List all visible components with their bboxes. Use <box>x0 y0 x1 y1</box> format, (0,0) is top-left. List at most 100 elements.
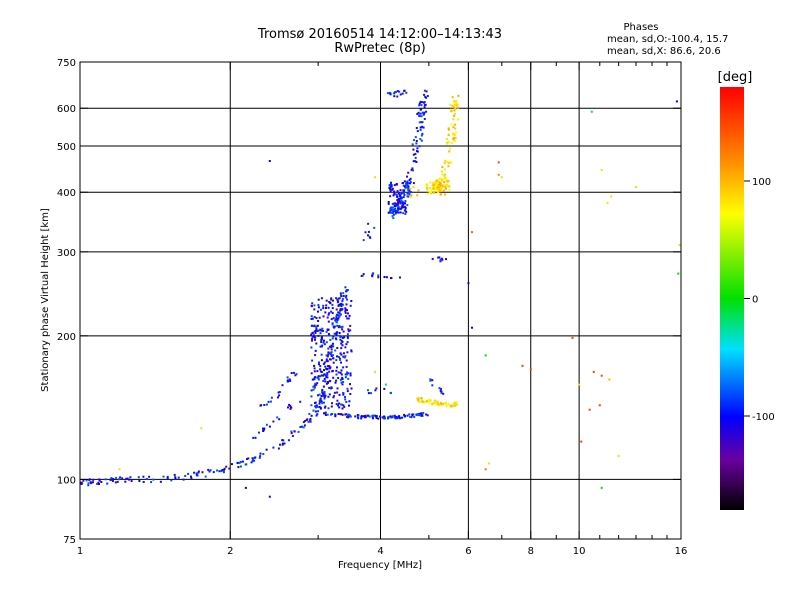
data-point <box>455 131 458 134</box>
phases-title: Phases <box>623 22 658 33</box>
data-point <box>314 386 316 389</box>
data-point <box>332 376 335 379</box>
data-point <box>170 479 173 482</box>
data-point <box>408 188 410 190</box>
data-point <box>310 414 313 417</box>
data-point <box>325 330 328 333</box>
data-point <box>109 478 112 481</box>
data-point <box>334 349 337 352</box>
data-point <box>322 379 325 382</box>
data-point <box>444 185 447 188</box>
data-point <box>403 191 405 194</box>
data-point <box>187 472 190 475</box>
data-point <box>268 425 271 428</box>
data-point <box>418 400 421 403</box>
data-point <box>357 417 360 420</box>
data-point <box>346 333 349 336</box>
data-point <box>344 307 347 310</box>
data-point <box>412 182 415 185</box>
data-point <box>401 204 404 207</box>
data-point <box>323 412 325 415</box>
data-point <box>377 274 380 277</box>
data-point <box>322 341 325 344</box>
data-point <box>411 413 414 416</box>
data-point <box>390 184 393 186</box>
data-point <box>326 413 329 416</box>
data-point <box>98 483 100 485</box>
data-point <box>371 275 374 278</box>
data-point <box>319 308 322 311</box>
data-point <box>364 415 367 417</box>
data-point <box>313 316 316 318</box>
data-point <box>289 407 292 410</box>
data-point <box>330 413 332 416</box>
data-point <box>330 318 333 321</box>
data-point <box>412 153 415 156</box>
data-point <box>265 423 268 426</box>
data-point <box>397 192 400 195</box>
data-point <box>367 392 370 395</box>
data-point <box>451 96 454 99</box>
data-point <box>381 416 384 419</box>
data-point <box>339 357 341 360</box>
data-point <box>130 480 133 482</box>
data-point <box>335 369 338 372</box>
data-point <box>410 416 413 419</box>
data-point <box>396 195 399 198</box>
data-point <box>452 106 455 109</box>
data-point <box>398 415 401 418</box>
data-point <box>406 204 409 207</box>
data-point <box>310 395 313 398</box>
data-point <box>390 185 393 188</box>
data-point <box>331 323 334 326</box>
data-point <box>452 136 455 139</box>
data-point <box>379 415 381 418</box>
data-point <box>415 161 418 163</box>
data-point <box>114 481 117 484</box>
data-point <box>329 353 332 356</box>
data-point <box>301 425 303 428</box>
data-point <box>315 404 318 407</box>
data-point <box>450 161 453 164</box>
data-point <box>426 414 429 417</box>
data-point <box>455 401 458 404</box>
data-point <box>346 298 349 301</box>
data-point <box>436 189 439 192</box>
data-point <box>396 209 399 212</box>
data-point <box>413 139 415 142</box>
data-point <box>383 415 386 418</box>
data-point <box>320 359 323 362</box>
data-point <box>457 103 459 106</box>
data-point <box>345 359 348 362</box>
data-point <box>410 168 413 171</box>
data-point <box>590 110 593 113</box>
data-point <box>340 294 342 297</box>
data-point <box>327 351 330 354</box>
data-point <box>321 371 323 373</box>
data-point <box>323 391 326 394</box>
data-point <box>457 94 460 97</box>
data-point <box>228 467 231 470</box>
data-point <box>289 379 292 382</box>
data-point <box>319 345 322 348</box>
data-point <box>362 239 365 242</box>
data-point <box>439 193 442 196</box>
data-point <box>328 366 331 369</box>
data-point <box>166 475 169 478</box>
data-point <box>447 165 450 168</box>
data-point <box>438 404 441 406</box>
data-point <box>278 418 281 421</box>
data-point <box>328 301 331 303</box>
data-point <box>390 181 392 184</box>
data-point <box>341 336 344 339</box>
data-point <box>259 455 262 458</box>
data-point <box>392 194 395 197</box>
data-point <box>678 244 681 246</box>
data-point <box>409 415 412 418</box>
data-point <box>401 416 404 419</box>
data-point <box>444 183 447 186</box>
data-point <box>409 187 412 190</box>
data-point <box>393 184 396 187</box>
data-point <box>350 387 353 390</box>
data-point <box>406 182 409 185</box>
